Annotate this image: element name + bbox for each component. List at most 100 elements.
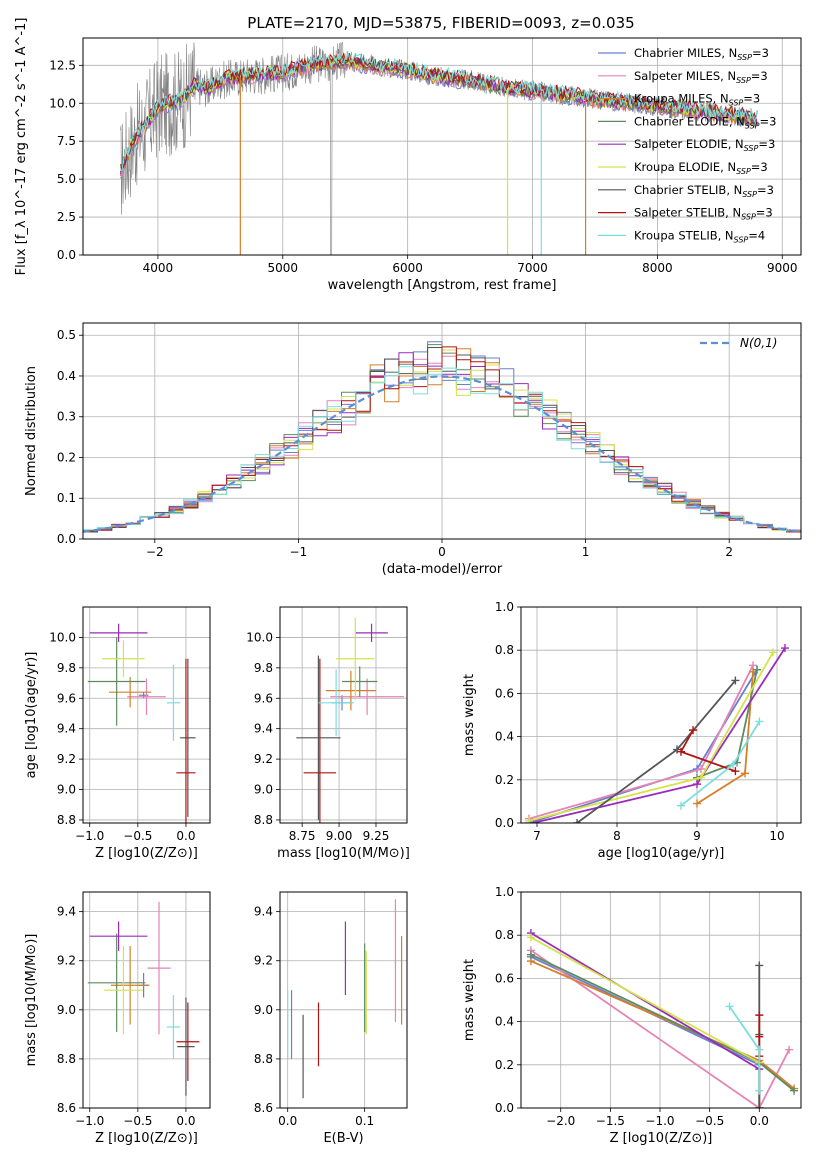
series-kroupa-stelib	[725, 1002, 764, 1095]
x-tick-label: 7000	[517, 261, 548, 275]
y-tick-label: 8.6	[57, 1101, 76, 1115]
x-axis-label: Z [log10(Z/Z⊙)]	[95, 846, 198, 861]
y-tick-label: 0.2	[495, 773, 514, 787]
legend-subscript: SSP	[741, 213, 756, 222]
panel-mass-age: 8.75 9.00 9.25 8.8 9.0 9.2 9.4 9.6 9.8 10.0 mass […	[246, 606, 410, 861]
y-tick-label: 1.0	[495, 600, 514, 614]
normal-curve	[83, 375, 801, 533]
grid	[83, 892, 210, 1109]
plus-marker	[785, 1045, 794, 1054]
y-tick-label: 0.4	[495, 1015, 514, 1029]
plus-marker	[755, 1086, 764, 1095]
x-tick-label: −0.5	[123, 1114, 152, 1128]
x-tick-label: 8	[613, 829, 621, 843]
series-line	[530, 932, 761, 1108]
series-line	[528, 664, 754, 820]
y-tick-label: 8.6	[254, 1101, 273, 1115]
axes-frame	[279, 606, 408, 824]
y-tick-label: 9.8	[57, 661, 76, 675]
series-chabrier-elodie	[526, 950, 799, 1095]
x-tick-label: 5000	[268, 261, 299, 275]
series-line	[530, 949, 790, 1108]
series-salpeter-stelib	[677, 726, 740, 776]
axes-frame	[82, 891, 211, 1109]
y-tick-label: 0.0	[495, 816, 514, 830]
y-axis-label: mass weight	[462, 674, 477, 756]
x-axis-label: (data-model)/error	[382, 562, 503, 577]
plot-area	[87, 623, 196, 823]
panel-age-massweight: 7 8 9 10 0.0 0.2 0.4 0.6 0.8 1.0 age [log10(age/yr…	[462, 600, 802, 861]
plus-marker	[790, 1086, 799, 1095]
plus-marker	[693, 780, 701, 789]
plus-marker	[693, 799, 701, 808]
plus-marker	[781, 644, 789, 653]
y-tick-label: 9.0	[57, 1003, 76, 1017]
x-tick-label: −1.0	[75, 1114, 104, 1128]
y-tick-label: 0.8	[495, 643, 514, 657]
panel-spectrum: 4000 5000 6000 7000 8000 9000 0.0 2.5 5.0 7.5 10.0…	[14, 18, 802, 293]
y-tick-label: 0.0	[495, 1101, 514, 1115]
plus-marker	[755, 961, 764, 970]
y-tick-label: 0.0	[57, 532, 76, 546]
y-tick-label: 5.0	[57, 172, 76, 186]
legend-value: =3	[760, 114, 777, 128]
y-tick-label: 0.4	[495, 730, 514, 744]
model-spectrum-kroupa-stelib	[120, 52, 758, 172]
y-tick-label: 9.6	[254, 691, 273, 705]
plot-area	[525, 644, 789, 823]
plus-marker	[689, 726, 697, 735]
x-tick-label: −1.0	[645, 1114, 674, 1128]
y-tick-label: 9.8	[254, 661, 273, 675]
x-tick-label: 8000	[642, 261, 673, 275]
point-salpeter-stelib	[176, 1002, 200, 1081]
series-chabrier-stelib	[573, 676, 740, 823]
y-tick-label: 8.8	[57, 1052, 76, 1066]
series-kroupa-miles	[693, 667, 757, 808]
point-salpeter-miles	[147, 901, 171, 1035]
point-salpeter-elodie	[89, 623, 148, 642]
y-tick-label: 8.8	[57, 813, 76, 827]
point-salpeter-stelib	[176, 658, 196, 823]
x-tick-label: −1	[290, 545, 308, 559]
x-axis-label: E(B-V)	[323, 1131, 363, 1146]
plus-marker	[755, 1032, 764, 1041]
plot-area	[83, 341, 801, 533]
plus-marker	[525, 816, 533, 823]
plus-marker	[769, 648, 777, 657]
y-tick-label: 10.0	[49, 96, 76, 110]
legend-value: =3	[758, 137, 775, 151]
y-tick-label: 9.2	[57, 752, 76, 766]
series-chabrier-miles	[525, 665, 761, 823]
series-line	[530, 936, 761, 1108]
legend-label: Salpeter STELIB, NSSP=3	[634, 206, 773, 222]
x-axis-label: Z [log10(Z/Z⊙)]	[95, 1131, 198, 1146]
series-salpeter-elodie	[526, 929, 764, 1108]
plus-marker	[731, 676, 740, 685]
x-tick-label: 4000	[143, 261, 174, 275]
y-tick-label: 9.0	[57, 783, 76, 797]
x-tick-label: 8.75	[289, 829, 316, 843]
x-tick-label: 1	[582, 545, 590, 559]
plus-marker	[729, 760, 737, 769]
figure-title: PLATE=2170, MJD=53875, FIBERID=0093, z=0…	[247, 14, 634, 32]
legend-label: Chabrier ELODIE, NSSP=3	[634, 114, 776, 130]
x-tick-label: 0.0	[176, 829, 195, 843]
y-tick-label: 0.4	[57, 369, 76, 383]
point-kroupa-stelib	[318, 669, 354, 737]
x-tick-label: 0.1	[355, 1114, 374, 1128]
x-tick-label: −1.0	[75, 829, 104, 843]
plot-area	[87, 901, 200, 1096]
series-kroupa-elodie	[525, 648, 777, 823]
legend-value: =3	[743, 92, 760, 106]
plus-marker	[741, 769, 749, 778]
legend-value: =3	[756, 206, 773, 220]
legend: Chabrier MILES, NSSP=3 Salpeter MILES, NS…	[598, 46, 776, 244]
panel-residuals: −2 −1 0 1 2 0.0 0.1 0.2 0.3 0.4 0.5 (data-model)/er…	[24, 322, 802, 577]
plus-marker	[677, 747, 685, 756]
point-kroupa-stelib	[166, 995, 181, 1059]
point-chabrier-elodie	[87, 637, 146, 726]
plus-marker	[755, 1011, 764, 1020]
y-tick-label: 0.6	[495, 971, 514, 985]
y-tick-label: 0.5	[57, 328, 76, 342]
x-tick-label: −1.5	[596, 1114, 625, 1128]
